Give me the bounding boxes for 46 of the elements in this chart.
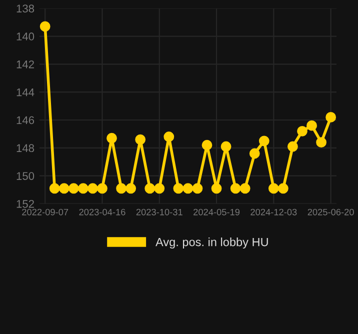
point [78, 183, 88, 194]
point [288, 141, 298, 152]
point [316, 137, 326, 148]
point [326, 112, 336, 122]
y-tick-label: 146 [16, 116, 34, 124]
x-tick-label: 2025-06-20 [308, 208, 354, 216]
point [164, 132, 174, 142]
point [192, 183, 203, 194]
point [278, 183, 288, 194]
y-tick-label: 152 [16, 200, 34, 208]
point [173, 183, 184, 194]
y-tick-label: 142 [16, 60, 34, 68]
y-tick-label: 140 [16, 32, 34, 40]
point [144, 183, 156, 194]
x-tick-label: 2023-04-16 [79, 208, 126, 216]
point [268, 183, 279, 194]
x-tick-label: 2024-12-03 [250, 208, 297, 216]
point [240, 183, 250, 194]
point [135, 134, 146, 145]
point [88, 183, 98, 194]
point [211, 183, 222, 194]
point [297, 126, 308, 136]
point [49, 183, 60, 194]
point [116, 183, 126, 194]
point [258, 136, 270, 146]
y-tick-label: 148 [16, 144, 34, 152]
point [126, 183, 136, 194]
point [68, 183, 79, 194]
x-tick-label: 2024-05-19 [194, 208, 240, 216]
legend-label: Avg. pos. in lobby HU [156, 238, 268, 249]
point [106, 132, 117, 144]
point [220, 141, 232, 152]
y-tick-label: 138 [16, 4, 34, 12]
x-tick-label: 2023-10-31 [136, 208, 182, 216]
y-tick-label: 150 [16, 172, 34, 180]
point [306, 120, 317, 131]
point [182, 183, 194, 194]
point [230, 183, 241, 194]
point [154, 183, 165, 194]
x-tick-label: 2022-09-07 [22, 208, 68, 216]
point [58, 183, 70, 194]
point [97, 183, 108, 194]
point [40, 21, 50, 32]
y-tick-label: 144 [16, 88, 34, 96]
point [249, 148, 260, 159]
point [202, 140, 212, 150]
